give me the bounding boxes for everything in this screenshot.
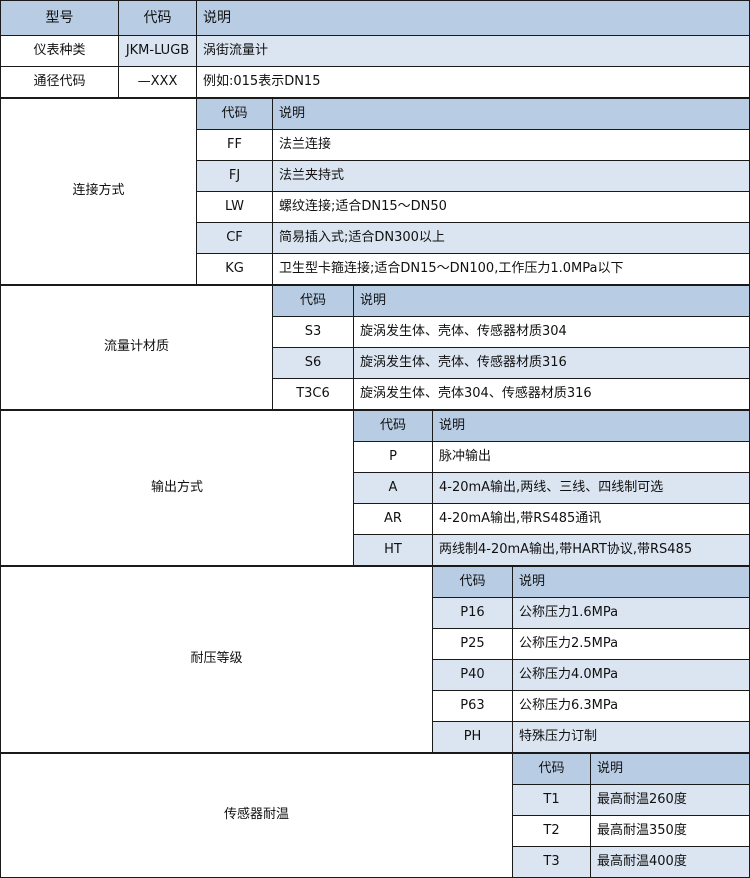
table-header-row: 输出方式 代码 说明 xyxy=(0,410,750,566)
table-header-row: 传感器耐温 代码 说明 xyxy=(0,753,750,878)
table-row: T3C6 旋涡发生体、壳体304、传感器材质316 xyxy=(1,378,750,410)
row-code: P xyxy=(353,441,433,473)
row-code: FJ xyxy=(196,160,273,192)
row-description: 公称压力4.0MPa xyxy=(512,659,750,691)
header-code: 代码 xyxy=(512,753,591,785)
row-description: 旋涡发生体、壳体304、传感器材质316 xyxy=(353,378,750,410)
row-description: 旋涡发生体、壳体、传感器材质304 xyxy=(353,316,750,348)
row-code: T3 xyxy=(512,846,591,878)
row-code: KG xyxy=(196,253,273,285)
table-row: P25 公称压力2.5MPa xyxy=(1,628,750,660)
row-model: 仪表种类 xyxy=(0,35,119,67)
row-description: 最高耐温260度 xyxy=(590,784,750,816)
row-description: 卫生型卡箍连接;适合DN15～DN100,工作压力1.0MPa以下 xyxy=(272,253,750,285)
top-block-table: 型号 代码 说明 仪表种类 JKM-LUGB 涡街流量计 通径代码 —XXX 例… xyxy=(0,0,750,98)
row-description: 4-20mA输出,两线、三线、四线制可选 xyxy=(432,472,750,504)
table-row: 通径代码 —XXX 例如:015表示DN15 xyxy=(0,66,750,98)
section-label: 传感器耐温 xyxy=(0,753,513,878)
row-description: 法兰连接 xyxy=(272,129,750,161)
row-code: T3C6 xyxy=(272,378,354,410)
row-code: FF xyxy=(196,129,273,161)
header-code: 代码 xyxy=(432,566,513,598)
row-description: 例如:015表示DN15 xyxy=(196,66,750,98)
row-model: 通径代码 xyxy=(0,66,119,98)
section-flowmeter-material: 流量计材质 代码 说明 S3 旋涡发生体、壳体、传感器材质304 S6 旋涡发生… xyxy=(0,285,750,410)
row-description: 公称压力6.3MPa xyxy=(512,690,750,722)
row-code: HT xyxy=(353,534,433,566)
table-row: T1 最高耐温260度 xyxy=(1,784,750,816)
table-row: T2 最高耐温350度 xyxy=(1,815,750,847)
row-code: S3 xyxy=(272,316,354,348)
row-code: PH xyxy=(432,721,513,753)
row-description: 特殊压力订制 xyxy=(512,721,750,753)
header-code: 代码 xyxy=(272,285,354,317)
table-row: 仪表种类 JKM-LUGB 涡街流量计 xyxy=(0,35,750,67)
header-description: 说明 xyxy=(512,566,750,598)
row-description: 两线制4-20mA输出,带HART协议,带RS485 xyxy=(432,534,750,566)
table-row: FJ 法兰夹持式 xyxy=(1,160,750,192)
header-description: 说明 xyxy=(196,0,750,36)
table-row: P16 公称压力1.6MPa xyxy=(1,597,750,629)
row-code: LW xyxy=(196,191,273,223)
table-row: P63 公称压力6.3MPa xyxy=(1,690,750,722)
row-description: 4-20mA输出,带RS485通讯 xyxy=(432,503,750,535)
section-sensor-temperature: 传感器耐温 代码 说明 T1 最高耐温260度 T2 最高耐温350度 T3 最… xyxy=(0,753,750,878)
table-row: P 脉冲输出 xyxy=(1,441,750,473)
table-row: LW 螺纹连接;适合DN15～DN50 xyxy=(1,191,750,223)
header-description: 说明 xyxy=(590,753,750,785)
row-description: 脉冲输出 xyxy=(432,441,750,473)
table-header-row: 耐压等级 代码 说明 xyxy=(0,566,750,753)
header-description: 说明 xyxy=(353,285,750,317)
row-description: 公称压力2.5MPa xyxy=(512,628,750,660)
row-description: 涡街流量计 xyxy=(196,35,750,67)
row-code: —XXX xyxy=(118,66,197,98)
table-row: KG 卫生型卡箍连接;适合DN15～DN100,工作压力1.0MPa以下 xyxy=(1,253,750,285)
section-label: 连接方式 xyxy=(0,98,197,285)
section-label: 耐压等级 xyxy=(0,566,433,753)
row-code: AR xyxy=(353,503,433,535)
row-description: 最高耐温350度 xyxy=(590,815,750,847)
row-code: T2 xyxy=(512,815,591,847)
row-code: S6 xyxy=(272,347,354,379)
row-description: 螺纹连接;适合DN15～DN50 xyxy=(272,191,750,223)
row-description: 最高耐温400度 xyxy=(590,846,750,878)
table-row: HT 两线制4-20mA输出,带HART协议,带RS485 xyxy=(1,534,750,566)
table-row: PH 特殊压力订制 xyxy=(1,721,750,753)
row-description: 公称压力1.6MPa xyxy=(512,597,750,629)
header-code: 代码 xyxy=(118,0,197,36)
table-header-row: 流量计材质 代码 说明 xyxy=(0,285,750,410)
row-code: T1 xyxy=(512,784,591,816)
section-label: 流量计材质 xyxy=(0,285,273,410)
row-code: P16 xyxy=(432,597,513,629)
section-pressure-rating: 耐压等级 代码 说明 P16 公称压力1.6MPa P25 公称压力2.5MPa… xyxy=(0,566,750,753)
row-description: 法兰夹持式 xyxy=(272,160,750,192)
row-code: P63 xyxy=(432,690,513,722)
table-row: CF 简易插入式;适合DN300以上 xyxy=(1,222,750,254)
row-description: 旋涡发生体、壳体、传感器材质316 xyxy=(353,347,750,379)
table-header-row: 型号 代码 说明 xyxy=(0,0,750,36)
header-description: 说明 xyxy=(272,98,750,130)
row-code: CF xyxy=(196,222,273,254)
table-row: AR 4-20mA输出,带RS485通讯 xyxy=(1,503,750,535)
row-description: 简易插入式;适合DN300以上 xyxy=(272,222,750,254)
header-code: 代码 xyxy=(196,98,273,130)
table-row: S3 旋涡发生体、壳体、传感器材质304 xyxy=(1,316,750,348)
header-description: 说明 xyxy=(432,410,750,442)
section-label: 输出方式 xyxy=(0,410,354,566)
header-code: 代码 xyxy=(353,410,433,442)
section-output-mode: 输出方式 代码 说明 P 脉冲输出 A 4-20mA输出,两线、三线、四线制可选… xyxy=(0,410,750,566)
row-code: A xyxy=(353,472,433,504)
row-code: P25 xyxy=(432,628,513,660)
row-code: JKM-LUGB xyxy=(118,35,197,67)
table-header-row: 连接方式 代码 说明 xyxy=(0,98,750,285)
row-code: P40 xyxy=(432,659,513,691)
section-connection-type: 连接方式 代码 说明 FF 法兰连接 FJ 法兰夹持式 LW 螺纹连接;适合DN… xyxy=(0,98,750,285)
header-model: 型号 xyxy=(0,0,119,36)
